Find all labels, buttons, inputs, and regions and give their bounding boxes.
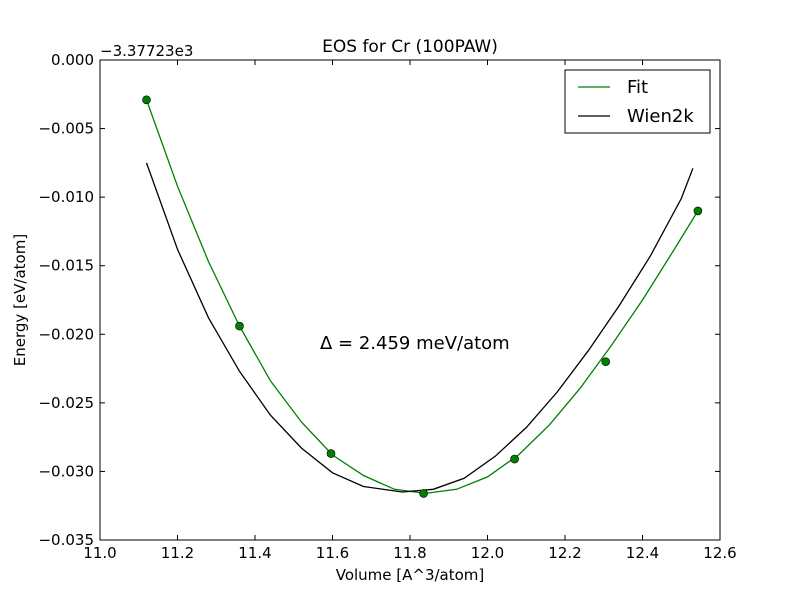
y-tick-label: −0.025: [38, 394, 94, 412]
data-point: [235, 321, 244, 331]
y-tick-label: −0.010: [38, 188, 94, 206]
y-tick-label: −0.015: [38, 257, 94, 275]
data-point: [510, 454, 519, 464]
x-tick-label: 11.8: [393, 544, 426, 562]
y-tick-label: −0.030: [38, 462, 94, 480]
x-tick-label: 12.2: [548, 544, 581, 562]
legend-box: [564, 69, 711, 134]
data-point: [419, 489, 428, 498]
data-point: [326, 449, 336, 458]
y-tick-label: 0.000: [51, 51, 94, 69]
y-tick-label: −0.035: [38, 531, 94, 549]
series-line-wien2k: [145, 162, 694, 493]
y-axis-label: Energy [eV/atom]: [11, 234, 29, 366]
data-point: [601, 357, 611, 367]
x-tick-label: 11.4: [238, 544, 271, 562]
data-point: [693, 206, 703, 216]
axis-ticks: 11.0 11.2 11.4 11.6 11.8 12.0 12.2 12.4 12.6 0.00…: [38, 51, 736, 562]
legend-wien2k-label: Wien2k: [627, 106, 694, 127]
x-tick-label: 11.2: [161, 544, 194, 562]
x-tick-label: 12.6: [703, 544, 736, 562]
x-tick-label: 11.0: [83, 544, 116, 562]
data-point: [142, 95, 151, 105]
plot-area: [142, 95, 703, 498]
delta-annotation: Δ = 2.459 meV/atom: [320, 333, 510, 354]
chart-title: EOS for Cr (100PAW): [322, 37, 498, 57]
x-tick-label: 12.4: [626, 544, 659, 562]
legend-fit-label: Fit: [627, 77, 648, 98]
legend: Fit Wien2k: [564, 69, 711, 134]
x-tick-label: 11.6: [316, 544, 349, 562]
y-tick-label: −0.020: [38, 325, 94, 343]
x-axis-label: Volume [A^3/atom]: [336, 566, 485, 584]
x-tick-label: 12.0: [471, 544, 504, 562]
y-tick-label: −0.005: [38, 120, 94, 138]
y-offset-label: −3.37723e3: [100, 42, 193, 60]
